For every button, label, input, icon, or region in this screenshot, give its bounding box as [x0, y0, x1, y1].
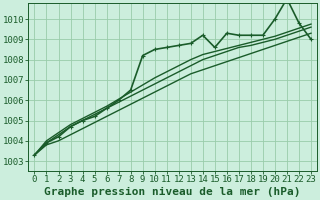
- X-axis label: Graphe pression niveau de la mer (hPa): Graphe pression niveau de la mer (hPa): [44, 187, 301, 197]
